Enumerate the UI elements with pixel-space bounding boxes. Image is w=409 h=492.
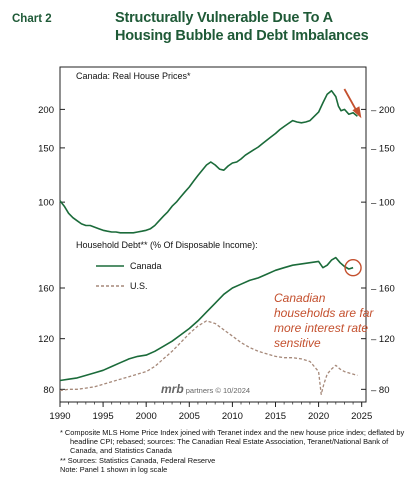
legend-canada-label: Canada: [130, 261, 162, 271]
house-price-line: [59, 89, 358, 234]
latest-value-circle: [344, 259, 362, 277]
x-tick-label: 2010: [222, 411, 243, 422]
p1-left-tick-label: 100: [38, 198, 54, 209]
footnotes: * Composite MLS Home Price Index joined …: [60, 428, 405, 474]
decline-arrow-head: [352, 106, 362, 119]
chart-canvas: Canada: Real House Prices* Household Deb…: [38, 66, 395, 422]
x-tick-label: 2005: [179, 411, 200, 422]
axis-ticks: 100 – 100 150 – 150 200 – 200 80 – 80 120 – 120 16…: [38, 105, 395, 422]
legend-us-label: U.S.: [130, 281, 148, 291]
x-tick-label: 1990: [49, 411, 70, 422]
p2-right-tick-label: – 80: [371, 385, 390, 396]
annotation-line-2: households are far: [274, 306, 374, 320]
annotation-line-1: Canadian: [274, 291, 326, 305]
series-lines: [59, 88, 362, 396]
panel1-title: Canada: Real House Prices*: [76, 71, 191, 81]
decline-arrow-shaft: [343, 88, 359, 113]
p1-left-tick-label: 150: [38, 143, 54, 154]
chart-title-line-2: Housing Bubble and Debt Imbalances: [115, 28, 369, 44]
x-tick-label: 2015: [265, 411, 286, 422]
canada-debt-line: [59, 256, 354, 382]
footnote-2: ** Sources: Statistics Canada, Federal R…: [60, 455, 216, 465]
chart-number-label: Chart 2: [12, 13, 52, 25]
x-tick-label: 2000: [136, 411, 157, 422]
p2-left-tick-label: 120: [38, 334, 54, 345]
p1-right-tick-label: – 150: [371, 143, 395, 154]
p2-right-tick-label: – 160: [371, 284, 395, 295]
watermark: mrb partners © 10/2024: [161, 382, 250, 396]
us-debt-line: [59, 320, 358, 396]
chart-title-line-1: Structurally Vulnerable Due To A: [115, 10, 333, 26]
p2-left-tick-label: 80: [43, 385, 54, 396]
watermark-brand: mrb: [161, 382, 184, 396]
chart-title: Structurally Vulnerable Due To A Housing…: [115, 9, 405, 45]
annotation-text: Canadian households are far more interes…: [274, 291, 374, 350]
legend: Canada U.S.: [96, 261, 162, 291]
footnote-1: * Composite MLS Home Price Index joined …: [60, 428, 405, 456]
plot-frame: [59, 66, 367, 403]
p2-left-tick-label: 160: [38, 284, 54, 295]
annotation-line-4: sensitive: [274, 336, 321, 350]
p1-right-tick-label: – 100: [371, 198, 395, 209]
annotation-line-3: more interest rate: [274, 321, 368, 335]
x-tick-label: 1995: [93, 411, 114, 422]
footnote-3: Note: Panel 1 shown in log scale: [60, 464, 168, 474]
x-tick-label: 2020: [308, 411, 329, 422]
panel2-title: Household Debt** (% Of Disposable Income…: [76, 240, 258, 250]
p1-right-tick-label: – 200: [371, 105, 395, 116]
x-tick-label: 2025: [351, 411, 372, 422]
p2-right-tick-label: – 120: [371, 334, 395, 345]
p1-left-tick-label: 200: [38, 105, 54, 116]
watermark-rest: partners © 10/2024: [184, 386, 250, 395]
